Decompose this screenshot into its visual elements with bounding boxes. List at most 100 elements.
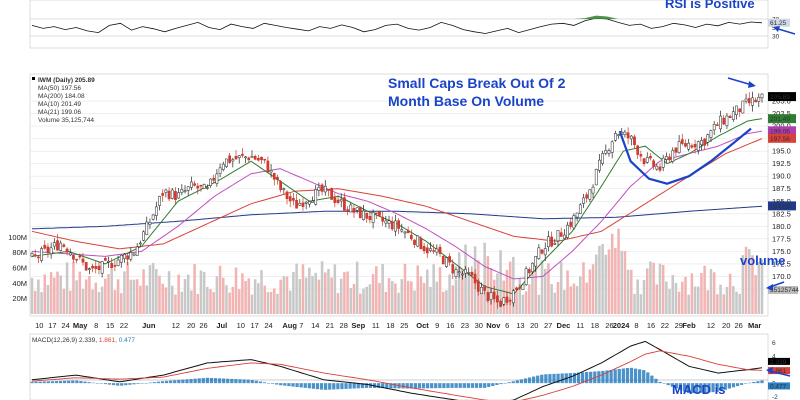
- macd-hist-bar: [503, 383, 507, 384]
- macd-hist-bar: [613, 369, 617, 384]
- price-tick-label: 180.0: [772, 222, 791, 231]
- volume-bar: [610, 233, 614, 314]
- volume-bar: [604, 254, 608, 314]
- candle-body: [387, 220, 391, 224]
- candle-body: [413, 239, 416, 245]
- volume-bar: [199, 270, 203, 314]
- volume-bar: [709, 269, 713, 314]
- candle-body: [416, 235, 420, 247]
- candle-body: [588, 189, 592, 200]
- candle-body: [722, 117, 726, 125]
- volume-bar: [75, 280, 78, 314]
- volume-bar: [642, 280, 646, 314]
- volume-bar: [461, 269, 464, 314]
- volume-bar: [244, 280, 247, 314]
- price-tick-label: 195.0: [772, 147, 791, 156]
- volume-bar: [579, 276, 582, 314]
- candle-body: [521, 284, 525, 290]
- macd-hist-bar: [450, 383, 454, 388]
- candle-body: [553, 243, 557, 245]
- candle-body: [358, 206, 362, 219]
- macd-hist-bar: [144, 382, 148, 384]
- candle-body: [97, 265, 101, 270]
- candle-body: [467, 272, 471, 274]
- macd-hist-bar: [434, 383, 438, 389]
- date-tick-label: 29: [675, 321, 683, 330]
- candle-body: [139, 242, 142, 245]
- volume-bar: [148, 265, 152, 314]
- rsi-arrow-head: [773, 26, 780, 32]
- annotation-rsi: RSI is Positive: [665, 0, 755, 11]
- macd-hist-bar: [523, 378, 528, 384]
- macd-hist-bar: [34, 381, 38, 384]
- legend-ma21: MA(21) 199.06: [38, 109, 81, 116]
- volume-bar: [448, 274, 451, 314]
- macd-hist-bar: [58, 380, 63, 384]
- candle-body: [301, 202, 305, 207]
- date-tick-label: 9: [435, 321, 439, 330]
- volume-bar: [406, 280, 410, 314]
- date-tick-label: Feb: [682, 321, 696, 330]
- annotation-volume: volume: [740, 253, 786, 268]
- candle-body: [709, 130, 713, 138]
- volume-bar: [298, 279, 302, 314]
- macd-hist-bar: [287, 383, 291, 387]
- date-tick-label: Oct: [416, 321, 429, 330]
- macd-hist-bar: [291, 383, 295, 387]
- macd-hist-bar: [499, 383, 503, 385]
- candle-body: [735, 105, 738, 115]
- date-tick-label: 17: [48, 321, 56, 330]
- volume-bar: [598, 245, 601, 314]
- volume-bar: [547, 263, 550, 314]
- volume-bar: [324, 272, 327, 314]
- candle-body: [151, 214, 155, 220]
- candle-body: [215, 173, 219, 184]
- candle-body: [483, 285, 487, 291]
- volume-bar: [161, 283, 164, 314]
- volume-bar: [132, 279, 136, 314]
- macd-hist-bar: [336, 383, 340, 390]
- ma10-line: [31, 118, 763, 295]
- candle-body: [78, 255, 82, 258]
- macd-hist-bar: [262, 382, 267, 384]
- macd-hist-bar: [270, 383, 275, 384]
- macd-hist-bar: [719, 383, 723, 392]
- macd-hist-bar: [107, 383, 112, 385]
- candle-body: [378, 211, 381, 216]
- volume-bar: [65, 262, 69, 314]
- macd-hist-bar: [650, 375, 654, 384]
- volume-bar: [126, 261, 129, 314]
- volume-bar: [43, 274, 47, 314]
- volume-bar: [559, 262, 563, 314]
- macd-hist-bar: [266, 383, 271, 384]
- candle-body: [747, 98, 751, 104]
- volume-bar: [30, 277, 34, 314]
- macd-hist-bar: [30, 381, 34, 384]
- candle-body: [311, 200, 314, 203]
- macd-hist-bar: [466, 383, 470, 388]
- volume-bar: [725, 287, 729, 314]
- candle-body: [464, 269, 467, 274]
- date-tick-label: 26: [605, 321, 613, 330]
- volume-bar: [72, 261, 75, 314]
- candle-body: [623, 131, 627, 135]
- volume-bars: [30, 228, 764, 314]
- volume-bar: [349, 287, 353, 314]
- candle-body: [298, 203, 302, 206]
- macd-hist-bar: [756, 381, 760, 384]
- volume-bar: [457, 252, 461, 314]
- candle-body: [193, 183, 196, 186]
- macd-hist-bar: [160, 381, 165, 384]
- macd-hist-bar: [560, 373, 564, 384]
- volume-bar: [540, 260, 544, 314]
- macd-hist-bar: [654, 378, 658, 384]
- macd-hist-bar: [42, 381, 46, 384]
- volume-bar: [135, 279, 139, 314]
- volume-bar: [394, 283, 397, 314]
- candle-body: [94, 266, 98, 269]
- candle-body: [285, 191, 289, 200]
- volume-bar: [620, 250, 624, 314]
- volume-bar: [636, 279, 639, 314]
- candlesticks: [30, 91, 764, 309]
